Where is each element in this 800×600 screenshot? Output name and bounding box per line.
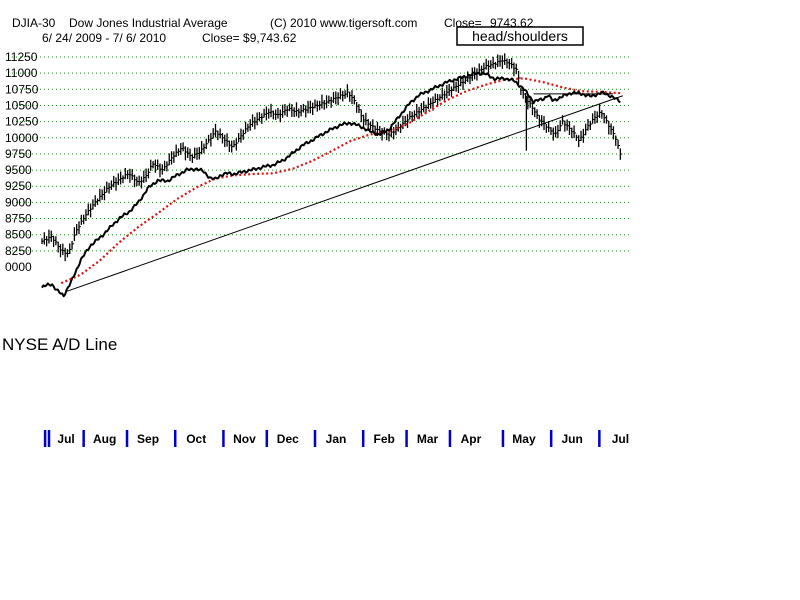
month-label: Oct	[186, 432, 206, 446]
month-label: Jan	[326, 432, 347, 446]
month-label: Feb	[374, 432, 395, 446]
month-axis: Jul Aug Sep Oct Nov Dec Jan Feb Mar Apr May Jun Jul	[43, 430, 629, 447]
ad-trendline	[65, 95, 623, 293]
month-label: Nov	[233, 432, 256, 446]
y-tick-label: 9000	[5, 195, 32, 209]
month-label: Dec	[277, 432, 299, 446]
ad-moving-average	[60, 77, 621, 285]
chart-header: DJIA-30 Dow Jones Industrial Average (C)…	[12, 16, 534, 45]
y-tick-label: 8750	[5, 212, 32, 226]
ad-line	[41, 71, 621, 298]
month-label: Sep	[137, 432, 159, 446]
annotation-frame	[456, 26, 584, 46]
y-tick-label-partial: 0000	[5, 260, 32, 274]
month-label: Jun	[561, 432, 582, 446]
month-label: Aug	[93, 432, 116, 446]
month-label: Jul	[57, 432, 74, 446]
y-tick-label: 11000	[5, 66, 38, 80]
close-summary: Close= $9,743.62	[202, 31, 297, 45]
copyright-text: (C) 2010 www.tigersoft.com	[270, 16, 417, 30]
symbol-label: DJIA-30	[12, 16, 56, 30]
y-tick-label: 8250	[5, 244, 32, 258]
month-label: Mar	[417, 432, 439, 446]
ad-line-label: NYSE A/D Line	[2, 335, 117, 354]
price-series	[41, 53, 623, 262]
y-tick-label: 8500	[5, 228, 32, 242]
y-tick-label: 11250	[5, 50, 38, 64]
pattern-annotation: head/shoulders	[472, 28, 568, 44]
y-tick-label: 10250	[5, 115, 39, 129]
month-label: Jul	[612, 432, 629, 446]
y-axis-ticks: 8250 8500 8750 9000 9250 9500 9750 10000 10250 10…	[5, 50, 39, 274]
y-tick-label: 9500	[5, 163, 32, 177]
month-label: Apr	[461, 432, 482, 446]
y-tick-label: 10000	[5, 131, 39, 145]
y-tick-label: 10750	[5, 82, 39, 96]
index-name: Dow Jones Industrial Average	[69, 16, 228, 30]
month-label: May	[512, 432, 536, 446]
y-tick-label: 9750	[5, 147, 32, 161]
y-tick-label: 10500	[5, 98, 39, 112]
date-range: 6/ 24/ 2009 - 7/ 6/ 2010	[42, 31, 166, 45]
price-gridlines	[8, 56, 632, 252]
annotation-box: head/shoulders	[456, 26, 584, 46]
y-tick-label: 9250	[5, 179, 32, 193]
